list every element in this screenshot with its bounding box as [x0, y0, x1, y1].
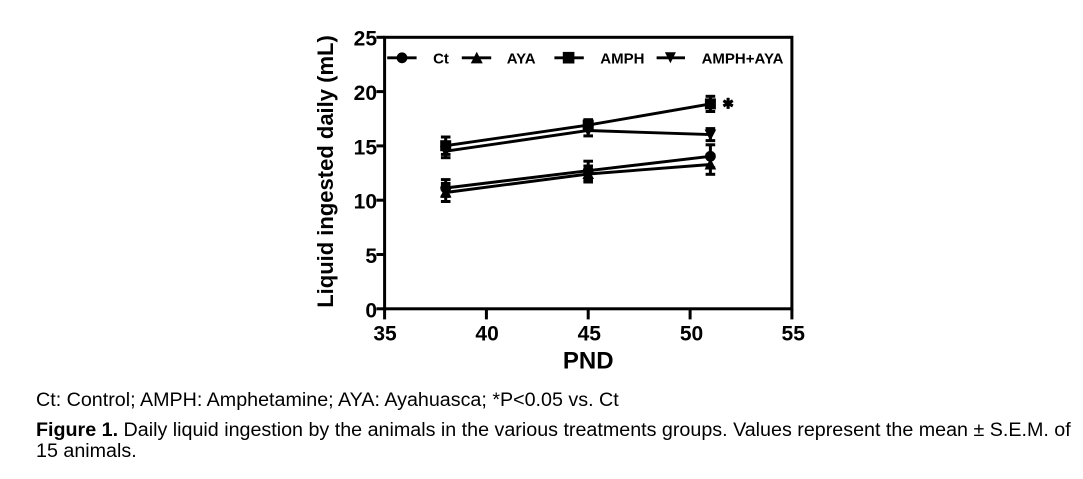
svg-text:Ct: Ct [433, 50, 449, 67]
svg-text:PND: PND [563, 348, 614, 375]
svg-text:25: 25 [354, 28, 378, 51]
svg-text:50: 50 [680, 323, 703, 346]
svg-text:55: 55 [782, 323, 806, 346]
svg-text:AYA: AYA [507, 50, 536, 67]
svg-text:Liquid ingested daily (mL): Liquid ingested daily (mL) [313, 35, 338, 308]
svg-text:45: 45 [578, 323, 602, 346]
svg-text:35: 35 [373, 323, 397, 346]
svg-text:AMPH+AYA: AMPH+AYA [702, 50, 784, 67]
svg-text:20: 20 [354, 82, 377, 105]
svg-text:0: 0 [365, 299, 377, 322]
svg-text:10: 10 [354, 191, 377, 214]
svg-text:AMPH: AMPH [600, 50, 644, 67]
svg-text:5: 5 [365, 245, 377, 268]
svg-text:40: 40 [475, 323, 498, 346]
svg-text:15: 15 [354, 136, 378, 159]
